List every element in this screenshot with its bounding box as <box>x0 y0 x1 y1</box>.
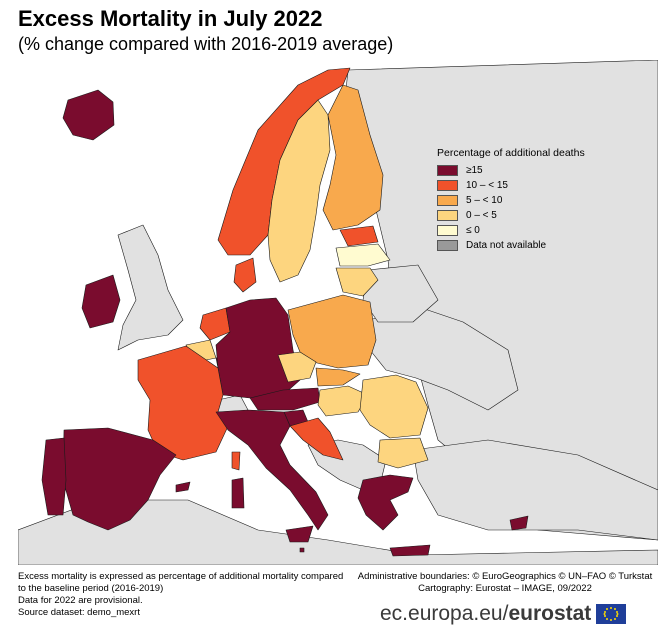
greece <box>357 474 414 531</box>
great-britain <box>117 224 184 351</box>
crete <box>389 544 431 557</box>
note-line: to the baseline period (2016-2019) <box>18 583 164 594</box>
germany <box>215 297 301 399</box>
bulgaria <box>377 437 429 469</box>
credits-notes: Administrative boundaries: © EuroGeograp… <box>355 571 655 595</box>
methodology-notes: Excess mortality is expressed as percent… <box>18 571 343 619</box>
legend-item: 10 – < 15 <box>437 178 585 193</box>
legend-swatch <box>437 180 458 191</box>
legend-title: Percentage of additional deaths <box>437 147 585 159</box>
legend-swatch <box>437 165 458 176</box>
romania <box>359 374 429 439</box>
eu-flag-icon <box>596 604 627 624</box>
eurostat-brand: ec.europa.eu/eurostat <box>380 602 627 626</box>
sardinia <box>231 477 245 509</box>
note-line: Data for 2022 are provisional. <box>18 595 143 606</box>
legend-label: ≥15 <box>466 165 483 176</box>
map-legend: Percentage of additional deaths ≥15 10 – … <box>437 147 585 253</box>
legend-swatch <box>437 210 458 221</box>
brand-domain: ec.europa.eu/ <box>380 602 509 625</box>
legend-item: Data not available <box>437 238 585 253</box>
legend-swatch <box>437 225 458 236</box>
legend-label: ≤ 0 <box>466 225 480 236</box>
finland <box>322 84 384 231</box>
portugal <box>41 437 67 516</box>
legend-item: ≥15 <box>437 163 585 178</box>
ireland <box>81 274 121 329</box>
netherlands <box>199 307 231 341</box>
legend-swatch <box>437 240 458 251</box>
iceland <box>62 89 115 141</box>
map-title: Excess Mortality in July 2022 <box>18 6 323 31</box>
slovakia <box>315 367 361 387</box>
legend-label: 5 – < 10 <box>466 195 503 206</box>
note-line: Excess mortality is expressed as percent… <box>18 571 344 582</box>
denmark <box>233 257 257 293</box>
cyprus <box>509 515 529 531</box>
credit-line: Cartography: Eurostat – IMAGE, 09/2022 <box>418 583 592 594</box>
poland <box>287 294 377 369</box>
sicily <box>285 525 314 543</box>
czechia <box>277 351 317 383</box>
estonia <box>339 225 379 247</box>
legend-label: Data not available <box>466 240 547 251</box>
corsica <box>231 451 241 471</box>
legend-item: 0 – < 5 <box>437 208 585 223</box>
map-subtitle: (% change compared with 2016-2019 averag… <box>18 34 394 54</box>
note-line: Source dataset: demo_mexrt <box>18 607 140 618</box>
brand-name: eurostat <box>508 602 592 625</box>
ukraine-region <box>369 304 519 411</box>
balearic-islands <box>175 481 191 493</box>
legend-label: 0 – < 5 <box>466 210 497 221</box>
legend-swatch <box>437 195 458 206</box>
croatia <box>289 417 344 461</box>
malta <box>299 547 305 553</box>
lithuania <box>335 267 379 297</box>
legend-label: 10 – < 15 <box>466 180 508 191</box>
sweden <box>267 99 331 283</box>
france <box>137 345 231 461</box>
europe-map <box>18 60 658 565</box>
italy <box>215 409 329 531</box>
credit-line: Administrative boundaries: © EuroGeograp… <box>357 571 653 582</box>
spain <box>62 427 177 531</box>
turkey-region <box>412 439 658 541</box>
latvia <box>335 243 391 267</box>
legend-item: ≤ 0 <box>437 223 585 238</box>
hungary <box>317 385 369 417</box>
legend-item: 5 – < 10 <box>437 193 585 208</box>
